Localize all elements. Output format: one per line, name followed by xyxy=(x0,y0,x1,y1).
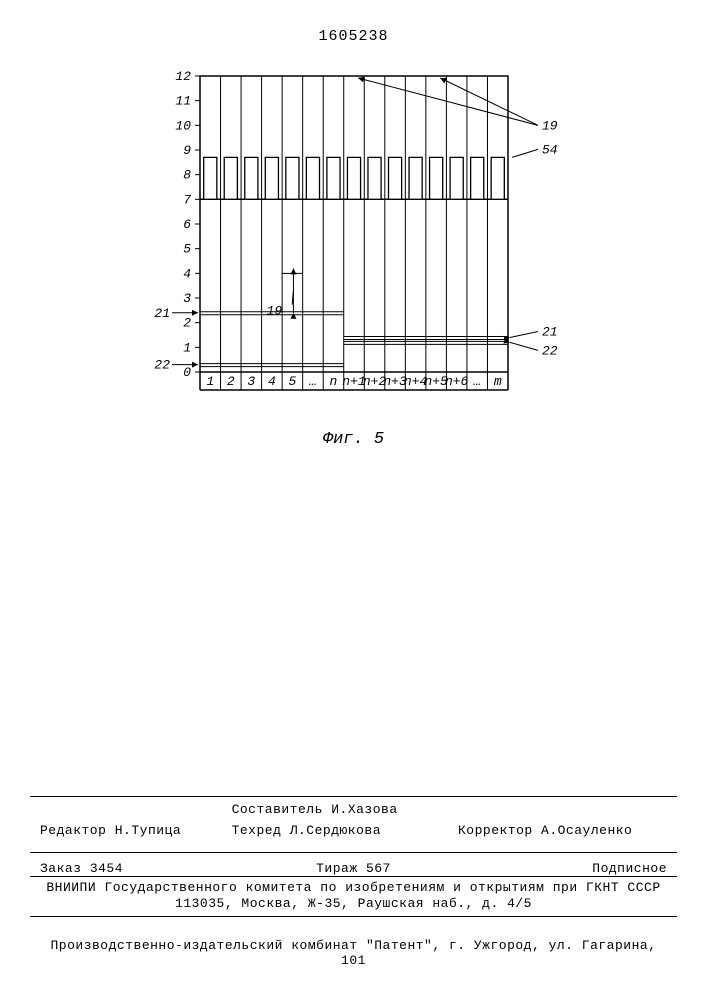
svg-text:4: 4 xyxy=(268,374,276,389)
edition-label: Тираж xyxy=(316,861,358,876)
subscription: Подписное xyxy=(592,861,667,876)
svg-text:n: n xyxy=(330,374,338,389)
document-number: 1605238 xyxy=(0,28,707,45)
svg-text:…: … xyxy=(473,374,481,389)
svg-text:8: 8 xyxy=(183,168,191,183)
editor-label: Редактор xyxy=(40,823,106,838)
figure-caption: Фиг. 5 xyxy=(0,430,707,449)
svg-text:11: 11 xyxy=(175,94,191,109)
svg-text:19: 19 xyxy=(267,304,283,319)
tech-label: Техред xyxy=(232,823,282,838)
svg-text:…: … xyxy=(309,374,317,389)
svg-text:6: 6 xyxy=(183,217,191,232)
svg-text:54: 54 xyxy=(542,142,558,157)
compiler-name: И.Хазова xyxy=(331,802,397,817)
svg-text:2: 2 xyxy=(227,374,235,389)
svg-text:19: 19 xyxy=(542,118,558,133)
svg-text:22: 22 xyxy=(154,358,170,373)
svg-text:2: 2 xyxy=(183,316,191,331)
figure-5-chart: 012345678910111212345…nn+1n+2n+3n+4n+5n+… xyxy=(150,70,570,400)
svg-text:22: 22 xyxy=(542,343,558,358)
order-no: 3454 xyxy=(90,861,123,876)
rule-1 xyxy=(30,796,677,797)
svg-text:7: 7 xyxy=(183,192,191,207)
svg-text:9: 9 xyxy=(183,143,191,158)
svg-text:12: 12 xyxy=(175,69,191,84)
svg-text:3: 3 xyxy=(247,374,255,389)
svg-text:m: m xyxy=(494,374,502,389)
svg-text:4: 4 xyxy=(183,266,191,281)
svg-text:1: 1 xyxy=(183,340,191,355)
printer-line: Производственно-издательский комбинат "П… xyxy=(40,938,667,968)
corrector-name: А.Осауленко xyxy=(541,823,632,838)
vniipi-line-1: ВНИИПИ Государственного комитета по изоб… xyxy=(40,880,667,895)
svg-text:10: 10 xyxy=(175,118,191,133)
rule-2 xyxy=(30,852,677,853)
edition-no: 567 xyxy=(366,861,391,876)
order-line: Заказ 3454 Тираж 567 Подписное xyxy=(40,861,667,876)
rule-4 xyxy=(30,916,677,917)
order-label: Заказ xyxy=(40,861,82,876)
vniipi-line-2: 113035, Москва, Ж-35, Раушская наб., д. … xyxy=(40,896,667,911)
corrector-label: Корректор xyxy=(458,823,533,838)
credits-block: Составитель И.Хазова Редактор Н.Тупица Т… xyxy=(40,802,667,838)
svg-text:1: 1 xyxy=(206,374,214,389)
svg-text:5: 5 xyxy=(288,374,296,389)
svg-text:21: 21 xyxy=(542,324,558,339)
svg-text:3: 3 xyxy=(183,291,191,306)
svg-text:n+6: n+6 xyxy=(445,374,469,389)
editor-name: Н.Тупица xyxy=(115,823,181,838)
compiler-label: Составитель xyxy=(232,802,323,817)
tech-name: Л.Сердюкова xyxy=(290,823,381,838)
rule-3 xyxy=(30,876,677,877)
svg-text:21: 21 xyxy=(154,306,170,321)
svg-text:0: 0 xyxy=(183,365,191,380)
svg-text:5: 5 xyxy=(183,242,191,257)
